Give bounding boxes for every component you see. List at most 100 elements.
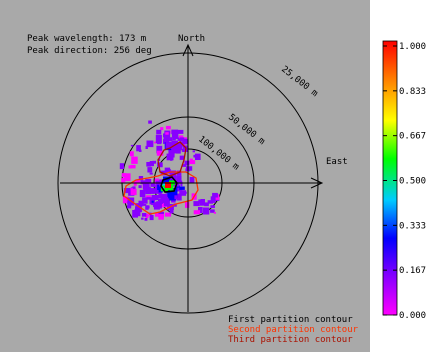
spectrum-cell xyxy=(138,185,142,189)
spectrum-cell xyxy=(122,196,130,204)
spectrum-energy xyxy=(119,120,220,221)
spectrum-cell xyxy=(141,213,147,217)
spectrum-cell xyxy=(156,129,162,135)
spectrum-cell xyxy=(134,209,141,217)
spectrum-cell xyxy=(152,188,159,194)
spectrum-cell xyxy=(212,192,218,198)
colorbar-tick-label: 0.500 xyxy=(399,177,426,187)
spectrum-cell xyxy=(198,207,203,213)
spectrum-cell xyxy=(144,218,148,221)
spectrum-cell xyxy=(165,212,172,217)
spectrum-cell xyxy=(177,137,181,141)
spectrum-cell xyxy=(119,163,125,170)
spectrum-cell xyxy=(136,145,141,152)
spectrum-cell xyxy=(179,137,185,142)
spectrum-cell xyxy=(138,200,144,206)
spectrum-cell xyxy=(162,196,169,201)
second-partition-contour xyxy=(123,171,199,215)
spectrum-cell xyxy=(184,160,190,166)
colorbar-tick-label: 0.833 xyxy=(399,87,426,97)
spectrum-cell xyxy=(204,202,209,207)
spectrum-cell xyxy=(149,172,153,175)
spectrum-cell xyxy=(149,161,153,164)
colorbar-tick-label: 0.667 xyxy=(399,132,426,142)
spectrum-cell xyxy=(151,162,154,167)
legend-third-partition: Third partition contour xyxy=(228,335,353,345)
colorbar-tick-label: 1.000 xyxy=(399,42,426,52)
legend-first-partition: First partition contour xyxy=(228,315,353,325)
spectrum-cell xyxy=(139,189,146,198)
spectrum-cell xyxy=(151,195,159,201)
spectrum-cell xyxy=(123,188,131,194)
spectrum-cell xyxy=(141,217,144,220)
spectrum-cell xyxy=(134,179,141,184)
spectrum-cell xyxy=(169,208,174,214)
spectrum-cell xyxy=(155,134,162,144)
spectrum-cell xyxy=(148,163,154,167)
spectrum-cell xyxy=(147,197,150,200)
spectrum-cell xyxy=(139,149,142,152)
spectrum-cell xyxy=(121,178,126,183)
spectrum-cell xyxy=(193,154,197,158)
spectrum-cell xyxy=(152,160,157,164)
spectrum-cell xyxy=(133,182,137,186)
spectrum-cell xyxy=(145,187,150,194)
spectrum-cell xyxy=(153,203,159,207)
spectrum-cell xyxy=(171,129,179,135)
spectrum-cell xyxy=(162,198,166,202)
spectrum-cell xyxy=(138,176,144,181)
spectrum-cell xyxy=(179,155,185,160)
colorbar-tick-label: 0.000 xyxy=(399,311,426,321)
spectrum-cell xyxy=(157,162,163,168)
spectrum-cell xyxy=(154,178,160,183)
spectrum-cell xyxy=(192,150,195,153)
spectrum-cell xyxy=(163,139,170,144)
spectrum-cell xyxy=(147,167,153,173)
spectrum-cell xyxy=(179,186,185,190)
spectrum-cell xyxy=(180,183,183,187)
legend-second-partition: Second partition contour xyxy=(228,325,359,335)
spectrum-cell xyxy=(185,202,190,208)
colorbar-ticks: 1.000 0.833 0.667 0.500 0.333 0.167 0.000 xyxy=(383,42,426,321)
spectrum-cell xyxy=(121,173,127,178)
spectrum-cell xyxy=(176,175,182,183)
spectrum-cell xyxy=(160,127,164,131)
spectrum-cell xyxy=(181,149,186,152)
east-arrow-icon xyxy=(310,177,324,189)
spectrum-cell xyxy=(198,199,202,204)
spectrum-cell xyxy=(166,137,173,142)
spectrum-cell xyxy=(182,138,189,145)
spectrum-cell xyxy=(165,132,169,135)
north-arrow-icon xyxy=(182,43,194,57)
spectrum-cell xyxy=(130,144,134,147)
spectrum-cell xyxy=(140,180,146,185)
third-partition-contour xyxy=(157,141,187,177)
spectrum-cell xyxy=(166,153,174,161)
spectrum-cell xyxy=(165,125,171,130)
spectrum-cell xyxy=(172,136,177,140)
colorbar-tick-label: 0.333 xyxy=(399,221,426,231)
spectrum-cell xyxy=(150,183,156,187)
spectrum-cell xyxy=(135,206,142,212)
spectrum-cell xyxy=(130,164,136,169)
spectrum-cell xyxy=(172,149,177,154)
spectrum-cell xyxy=(179,135,184,139)
spectrum-cell xyxy=(189,177,195,184)
peak-wavelength-label: Peak wavelength: 173 m xyxy=(27,34,146,44)
spectrum-cell xyxy=(177,142,183,149)
spectrum-cell xyxy=(160,195,164,198)
spectrum-cell xyxy=(145,205,149,210)
east-label: East xyxy=(326,157,348,167)
spectrum-cell xyxy=(189,158,193,163)
spectrum-cell xyxy=(181,164,187,167)
spectrum-cell xyxy=(146,140,154,148)
spectrum-cell xyxy=(176,129,184,134)
spectrum-cell xyxy=(210,209,215,213)
spectrum-cell xyxy=(156,190,159,193)
plot-background xyxy=(0,0,370,352)
spectrum-cell xyxy=(154,141,157,144)
spectrum-cell xyxy=(207,200,213,204)
spectrum-cell xyxy=(155,213,159,217)
colorbar-tick-label: 0.167 xyxy=(399,266,426,276)
